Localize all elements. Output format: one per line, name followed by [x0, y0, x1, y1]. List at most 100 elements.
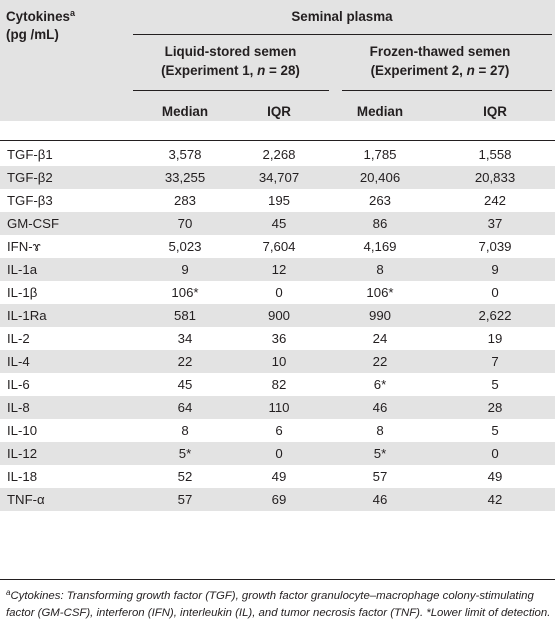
cytokine-name: IL-4 — [7, 354, 30, 369]
cytokine-name: TNF-α — [7, 492, 45, 507]
median-liquid: 52 — [177, 469, 193, 484]
iqr-header-1: IQR — [267, 104, 291, 119]
median-liquid: 33,255 — [164, 170, 206, 185]
median-frozen: 57 — [372, 469, 388, 484]
median-frozen: 263 — [368, 193, 391, 208]
median-liquid: 9 — [181, 262, 189, 277]
median-frozen: 990 — [368, 308, 391, 323]
cytokine-name: IL-2 — [7, 331, 30, 346]
median-header-1: Median — [161, 104, 209, 119]
median-frozen: 22 — [372, 354, 388, 369]
median-frozen: 46 — [372, 400, 388, 415]
group1-rule — [133, 90, 329, 91]
iqr-liquid: 49 — [271, 469, 287, 484]
table-row: IL-1Ra 581 900 990 2,622 — [0, 304, 555, 327]
iqr-frozen: 49 — [487, 469, 503, 484]
iqr-liquid: 0 — [275, 446, 283, 461]
table-row: IL-18 52 49 57 49 — [0, 465, 555, 488]
median-frozen: 20,406 — [359, 170, 401, 185]
median-liquid: 5* — [178, 446, 192, 461]
table-row: TNF-α 57 69 46 42 — [0, 488, 555, 511]
median-liquid: 106* — [171, 285, 199, 300]
median-frozen: 5* — [373, 446, 387, 461]
table-bottom-rule — [0, 579, 555, 580]
median-liquid: 57 — [177, 492, 193, 507]
median-header-2: Median — [356, 104, 404, 119]
median-frozen: 6* — [373, 377, 387, 392]
iqr-frozen: 1,558 — [478, 147, 512, 162]
group2-rule — [342, 90, 552, 91]
table-row: IFN-ɤ 5,023 7,604 4,169 7,039 — [0, 235, 555, 258]
seminal-plasma-header: Seminal plasma — [291, 9, 393, 24]
median-frozen: 4,169 — [363, 239, 397, 254]
median-liquid: 3,578 — [168, 147, 202, 162]
median-liquid: 5,023 — [168, 239, 202, 254]
iqr-frozen: 9 — [491, 262, 499, 277]
cytokine-name: IL-12 — [7, 446, 38, 461]
table-row: IL-4 22 10 22 7 — [0, 350, 555, 373]
iqr-frozen: 5 — [491, 377, 499, 392]
table-row: IL-1β 106* 0 106* 0 — [0, 281, 555, 304]
iqr-liquid: 82 — [271, 377, 287, 392]
iqr-liquid: 36 — [271, 331, 287, 346]
iqr-frozen: 19 — [487, 331, 503, 346]
iqr-frozen: 37 — [487, 216, 503, 231]
median-frozen: 46 — [372, 492, 388, 507]
table-row: TGF-β3 283 195 263 242 — [0, 189, 555, 212]
iqr-liquid: 45 — [271, 216, 287, 231]
group2-line2: (Experiment 2, n = 27) — [370, 63, 510, 78]
table-row: GM-CSF 70 45 86 37 — [0, 212, 555, 235]
cytokines-label: Cytokines — [6, 9, 70, 24]
median-frozen: 106* — [366, 285, 394, 300]
iqr-liquid: 110 — [268, 400, 290, 415]
group1-line2: (Experiment 1, n = 28) — [161, 63, 300, 78]
iqr-frozen: 7,039 — [478, 239, 512, 254]
median-liquid: 22 — [177, 354, 193, 369]
table-row: IL-6 45 82 6* 5 — [0, 373, 555, 396]
iqr-header-2: IQR — [483, 104, 507, 119]
cytokine-name: IL-10 — [7, 423, 38, 438]
cytokine-name: TGF-β2 — [7, 170, 53, 185]
median-liquid: 70 — [177, 216, 193, 231]
median-liquid: 283 — [173, 193, 196, 208]
table-row: IL-2 34 36 24 19 — [0, 327, 555, 350]
median-liquid: 45 — [177, 377, 193, 392]
iqr-frozen: 42 — [487, 492, 503, 507]
iqr-frozen: 20,833 — [474, 170, 516, 185]
iqr-frozen: 242 — [483, 193, 506, 208]
median-liquid: 34 — [177, 331, 193, 346]
table-header-band — [0, 0, 555, 121]
table-row: IL-10 8 6 8 5 — [0, 419, 555, 442]
table-row: IL-8 64 110 46 28 — [0, 396, 555, 419]
group2-line1: Frozen-thawed semen — [369, 44, 511, 59]
iqr-frozen: 7 — [491, 354, 499, 369]
median-frozen: 1,785 — [363, 147, 397, 162]
cytokine-name: TGF-β1 — [7, 147, 53, 162]
group1-line1: Liquid-stored semen — [164, 44, 297, 59]
median-frozen: 24 — [372, 331, 388, 346]
median-liquid: 64 — [177, 400, 193, 415]
iqr-frozen: 2,622 — [478, 308, 512, 323]
iqr-liquid: 6 — [275, 423, 283, 438]
table-row: IL-1a 9 12 8 9 — [0, 258, 555, 281]
median-frozen: 86 — [372, 216, 388, 231]
cytokines-header: Cytokinesa — [6, 8, 75, 26]
iqr-liquid: 10 — [271, 354, 287, 369]
cytokine-name: TGF-β3 — [7, 193, 53, 208]
cytokine-name: IL-8 — [7, 400, 30, 415]
footnote-text: Cytokines: Transforming growth factor (T… — [6, 590, 551, 619]
table-row: IL-12 5* 0 5* 0 — [0, 442, 555, 465]
iqr-frozen: 0 — [491, 446, 499, 461]
iqr-liquid: 12 — [271, 262, 287, 277]
iqr-liquid: 7,604 — [262, 239, 296, 254]
iqr-frozen: 28 — [487, 400, 503, 415]
header-bottom-rule — [0, 140, 555, 141]
median-frozen: 8 — [376, 423, 384, 438]
cytokine-name: IL-1Ra — [7, 308, 47, 323]
cytokine-name: IL-1a — [7, 262, 38, 277]
table-row: TGF-β1 3,578 2,268 1,785 1,558 — [0, 143, 555, 166]
units-label: (pg /mL) — [6, 27, 59, 42]
cytokine-name: IFN-ɤ — [7, 239, 41, 254]
iqr-liquid: 900 — [267, 308, 290, 323]
